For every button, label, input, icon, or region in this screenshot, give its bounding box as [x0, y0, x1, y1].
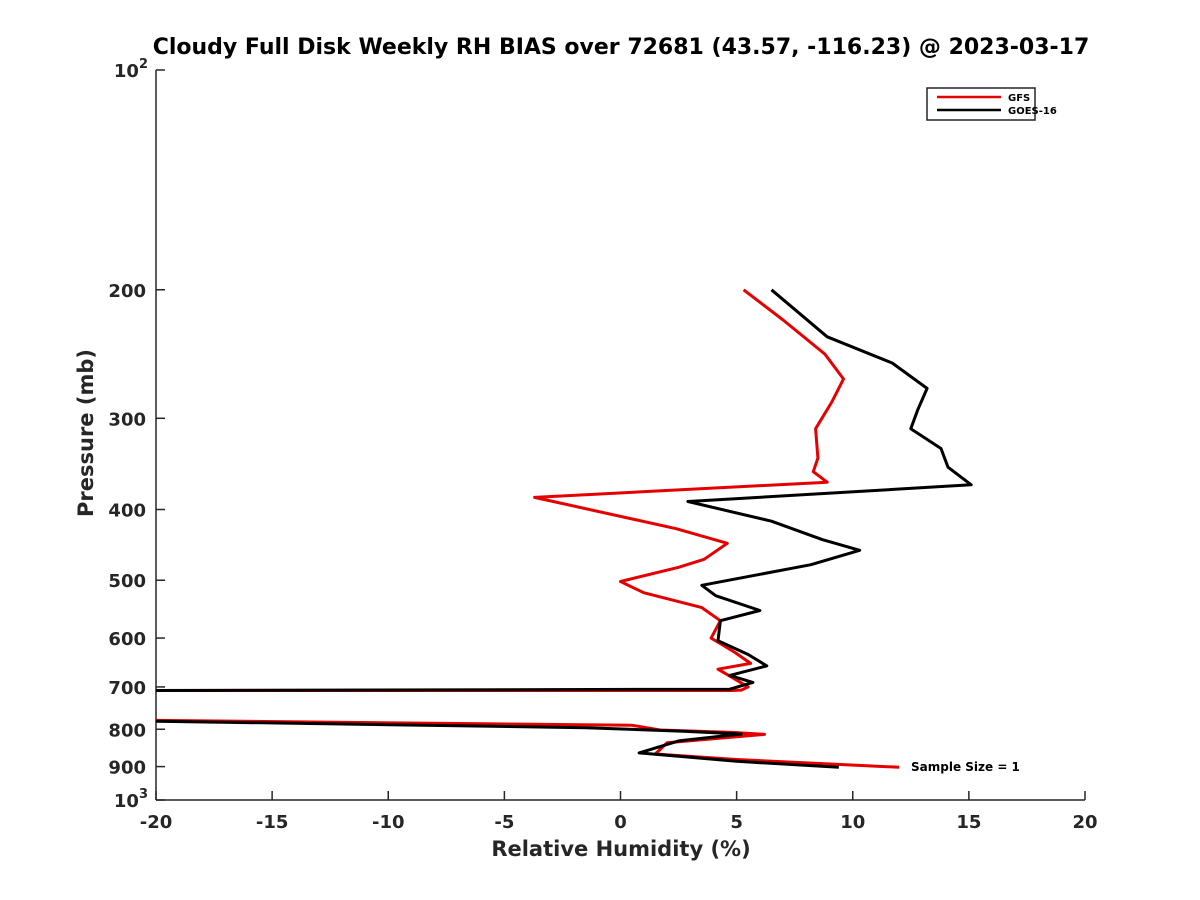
x-tick-label: 5 [730, 812, 743, 833]
series-line-goes16 [155, 719, 839, 769]
y-tick-label: 300 [108, 409, 146, 430]
x-tick-label: 15 [956, 812, 981, 833]
x-tick-label: -10 [372, 812, 405, 833]
chart-title: Cloudy Full Disk Weekly RH BIAS over 726… [153, 35, 1090, 60]
y-axis-label: Pressure (mb) [74, 349, 98, 517]
x-tick-label: -20 [140, 812, 173, 833]
y-tick-label: 900 [108, 758, 146, 779]
legend-label-goes16: GOES-16 [1008, 106, 1057, 117]
y-tick-label: 200 [108, 281, 146, 302]
y-tick-label: 800 [108, 720, 146, 741]
y-tick-label: 500 [108, 571, 146, 592]
plot-area: -20 -15 -10 -5 0 5 10 15 20 102 200 300 400 500 600 70… [108, 57, 1097, 833]
legend-label-gfs: GFS [1008, 93, 1030, 104]
x-tick-label: 0 [614, 812, 627, 833]
x-tick-label: -5 [494, 812, 514, 833]
x-tick-label: 10 [840, 812, 865, 833]
y-tick-label: 400 [108, 501, 146, 522]
y-tick-label: 103 [114, 787, 148, 812]
legend-box [926, 87, 1036, 121]
y-ticks: 102 200 300 400 500 600 700 800 900 103 [108, 57, 165, 812]
series-line-goes16 [155, 288, 973, 692]
sample-size-annotation: Sample Size = 1 [911, 760, 1020, 774]
x-axis-label: Relative Humidity (%) [491, 837, 750, 861]
x-tick-label: 20 [1072, 812, 1097, 833]
legend: GFS GOES-16 [926, 87, 1057, 121]
series-layer [155, 288, 973, 769]
y-tick-label: 600 [108, 629, 146, 650]
x-ticks: -20 -15 -10 -5 0 5 10 15 20 [140, 791, 1098, 833]
x-tick-label: -15 [256, 812, 289, 833]
y-tick-label: 102 [114, 57, 148, 82]
series-line-gfs [156, 288, 845, 692]
y-tick-label: 700 [108, 678, 146, 699]
